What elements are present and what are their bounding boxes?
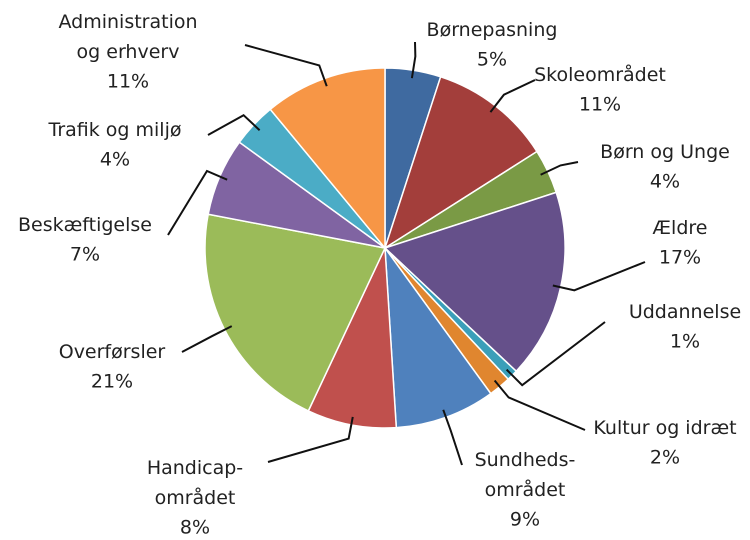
- category-label: Børnepasning: [427, 19, 558, 41]
- leader-line: [167, 169, 228, 236]
- leader-line: [267, 416, 354, 463]
- value-label: 11%: [579, 94, 621, 116]
- leader-line: [505, 321, 606, 387]
- value-label: 2%: [650, 447, 680, 469]
- leader-line: [207, 113, 261, 136]
- category-label: Trafik og miljø: [48, 119, 182, 141]
- leader-line: [552, 261, 646, 292]
- leader-line: [410, 41, 417, 79]
- value-label: 4%: [650, 171, 680, 193]
- category-label: Skoleområdet: [534, 63, 666, 86]
- leader-line: [489, 79, 536, 113]
- leader-line: [244, 44, 328, 87]
- value-label: 8%: [180, 517, 210, 539]
- value-label: 17%: [659, 247, 701, 269]
- value-label: 4%: [100, 149, 130, 171]
- value-label: 9%: [510, 509, 540, 531]
- category-label: Overførsler: [59, 341, 166, 363]
- leader-line: [442, 409, 463, 466]
- category-label: Kultur og idræt: [593, 417, 736, 439]
- value-label: 7%: [70, 244, 100, 266]
- value-label: 1%: [670, 331, 700, 353]
- category-label: Administration og erhverv: [58, 11, 197, 63]
- category-label: Beskæftigelse: [18, 214, 152, 236]
- value-label: 21%: [91, 371, 133, 393]
- category-label: Handicap-området: [147, 457, 243, 509]
- category-label: Sundheds-området: [475, 449, 576, 501]
- value-label: 11%: [107, 71, 149, 93]
- category-label: Uddannelse: [629, 301, 741, 323]
- category-label: Børn og Unge: [600, 141, 730, 163]
- leader-line: [493, 379, 586, 431]
- category-label: Ældre: [653, 217, 708, 239]
- leader-line: [181, 325, 233, 353]
- value-label: 5%: [477, 49, 507, 71]
- leader-line: [540, 161, 579, 176]
